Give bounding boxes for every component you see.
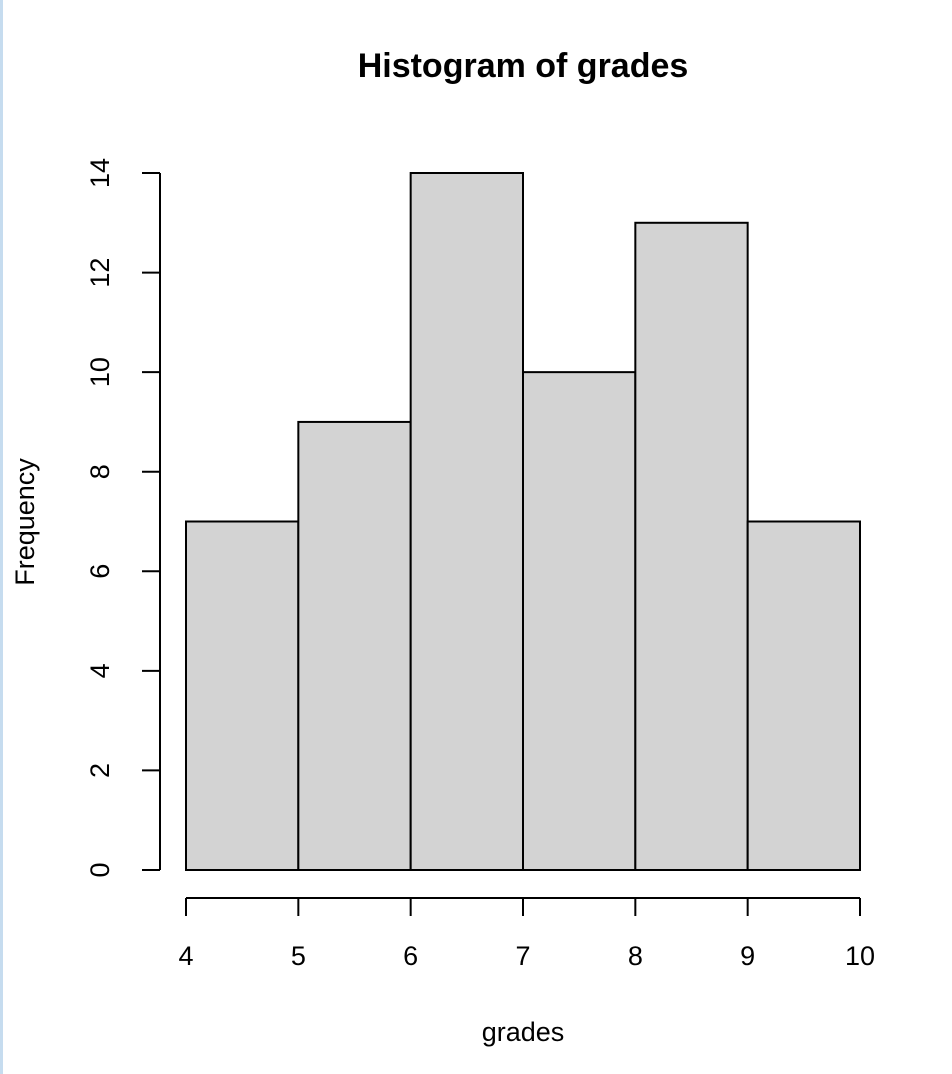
y-tick-label: 2 [85,763,115,778]
x-tick-label: 10 [845,941,875,971]
x-tick-label: 6 [403,941,418,971]
x-tick-label: 7 [515,941,530,971]
bar [746,520,862,871]
x-tick-label: 8 [628,941,643,971]
y-tick-label: 8 [85,464,115,479]
bar [522,371,637,871]
y-tick-label: 0 [85,862,115,877]
chart-title: Histogram of grades [358,47,689,85]
frame-edge [0,0,3,1074]
y-tick-label: 12 [85,258,115,288]
y-tick-label: 14 [85,158,115,188]
y-tick-label: 6 [85,564,115,579]
x-tick-label: 5 [291,941,306,971]
bar [409,172,524,871]
y-tick-label: 10 [85,357,115,387]
bar [634,221,749,872]
x-axis-label: grades [482,1017,565,1047]
x-tick-label: 4 [178,941,193,971]
bar [185,520,300,871]
bar [297,420,412,871]
y-tick-label: 4 [85,663,115,678]
x-tick-label: 9 [740,941,755,971]
y-axis-label: Frequency [10,458,40,586]
